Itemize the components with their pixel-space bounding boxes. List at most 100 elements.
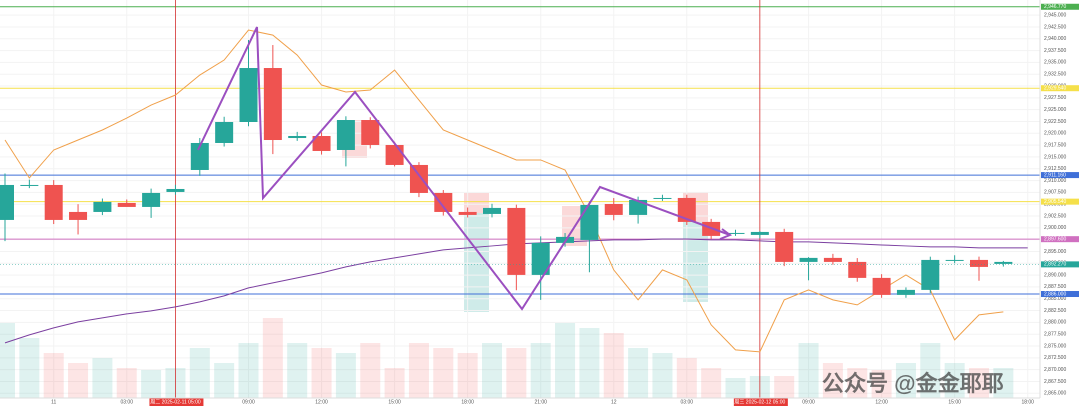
watermark: 公众号 @金金耶耶 <box>822 371 1004 396</box>
y-tick-label: 2,907.500 <box>1044 190 1066 196</box>
y-tick-label: 2,870.000 <box>1044 367 1066 373</box>
candle-body <box>361 120 380 145</box>
volume-bar <box>360 343 381 398</box>
candle-body <box>458 211 477 215</box>
candle-body <box>848 261 867 278</box>
x-tick-label: 03:00 <box>120 399 133 405</box>
y-tick-label: 2,895.000 <box>1044 249 1066 255</box>
candle-body <box>69 211 88 220</box>
candle-body <box>945 259 964 261</box>
y-tick-label: 2,922.500 <box>1044 119 1066 125</box>
volume-bar <box>92 358 113 398</box>
candle-body <box>653 197 672 199</box>
x-tick-label: 11 <box>51 399 56 405</box>
y-tick-label: 2,940.000 <box>1044 36 1066 42</box>
volume-bar <box>0 323 15 398</box>
session-label: 周二 2025-02-11 05:00 <box>150 399 201 405</box>
x-tick-label: 03:00 <box>681 399 694 405</box>
level-label: 2,905.540 <box>1044 199 1066 205</box>
candle-body <box>726 232 745 234</box>
candle-body <box>994 261 1013 264</box>
y-tick-label: 2,927.500 <box>1044 95 1066 101</box>
indicator-line <box>4 29 1004 353</box>
x-tick-label: 12:00 <box>875 399 888 405</box>
y-tick-label: 2,920.000 <box>1044 131 1066 137</box>
session-label: 周三 2025-02-12 05:00 <box>734 399 785 405</box>
y-tick-label: 2,942.500 <box>1044 24 1066 30</box>
candle-body <box>385 144 404 165</box>
volume-bar <box>993 368 1014 398</box>
x-tick-label: 15:00 <box>388 399 401 405</box>
x-tick-label: 18:00 <box>1021 399 1034 405</box>
volume-bar <box>189 348 210 398</box>
level-label: 2,911.160 <box>1044 172 1066 178</box>
candle-body <box>409 164 428 193</box>
candle-body <box>336 120 355 150</box>
volume-bar <box>579 328 600 398</box>
candle-body <box>970 259 988 267</box>
volume-bar <box>530 343 551 398</box>
volume-bar <box>920 343 941 398</box>
volume-bar <box>774 376 795 398</box>
candle-body <box>288 135 307 139</box>
y-tick-label: 2,945.000 <box>1044 12 1066 18</box>
candle-body <box>507 207 526 275</box>
volume-bar <box>652 353 673 398</box>
y-tick-label: 2,937.500 <box>1044 48 1066 54</box>
x-tick-label: 12 <box>611 399 617 405</box>
y-tick-label: 2,865.000 <box>1044 391 1066 397</box>
volume-bar <box>725 378 746 398</box>
session-tag <box>733 398 788 406</box>
candle-body <box>215 121 234 143</box>
volume-bar <box>433 348 454 398</box>
candle-body <box>166 188 185 192</box>
candle-body <box>142 192 161 207</box>
level-tag <box>1041 291 1079 298</box>
y-tick-label: 2,910.000 <box>1044 178 1066 184</box>
session-tag <box>149 398 204 406</box>
level-tag <box>1041 85 1079 92</box>
y-tick-label: 2,875.000 <box>1044 343 1066 349</box>
volume-bar <box>335 353 356 398</box>
y-tick-label: 2,902.500 <box>1044 213 1066 219</box>
volume-bar <box>847 368 868 398</box>
level-label: 2,929.540 <box>1044 86 1066 92</box>
x-tick-label: 21:00 <box>534 399 547 405</box>
volume-bar <box>603 333 624 398</box>
y-tick-label: 2,885.000 <box>1044 296 1066 302</box>
volume-bar <box>214 363 235 398</box>
x-tick-label: 18:00 <box>461 399 474 405</box>
volume-bar <box>238 343 259 398</box>
last-price-tag <box>1041 261 1079 268</box>
level-tag <box>1041 3 1079 10</box>
y-tick-label: 2,877.500 <box>1044 332 1066 338</box>
candle-body <box>117 202 136 207</box>
candle-body <box>604 203 623 215</box>
y-tick-label: 2,912.500 <box>1044 166 1066 172</box>
candle-body <box>190 142 209 170</box>
y-tick-label: 2,932.500 <box>1044 72 1066 78</box>
y-tick-label: 2,935.000 <box>1044 60 1066 66</box>
volume-bar <box>384 368 405 398</box>
y-tick-label: 2,925.000 <box>1044 107 1066 113</box>
x-tick-label: 15:00 <box>948 399 961 405</box>
zone <box>464 193 489 213</box>
candle-body <box>434 192 453 212</box>
volume-bar <box>43 353 64 398</box>
volume-bar <box>822 363 843 398</box>
candle-body <box>20 184 39 186</box>
volume-bar <box>116 368 137 398</box>
volume-bar <box>944 363 965 398</box>
x-tick-label: 09:00 <box>802 399 815 405</box>
candle-body <box>531 242 550 275</box>
volume-bar <box>311 348 332 398</box>
volume-bar <box>969 368 989 398</box>
candle-body <box>629 199 648 215</box>
y-tick-label: 2,867.500 <box>1044 379 1066 385</box>
volume-bar <box>701 368 722 398</box>
volume-bar <box>287 343 308 398</box>
volume-bar <box>628 348 649 398</box>
candle-body <box>872 277 891 295</box>
